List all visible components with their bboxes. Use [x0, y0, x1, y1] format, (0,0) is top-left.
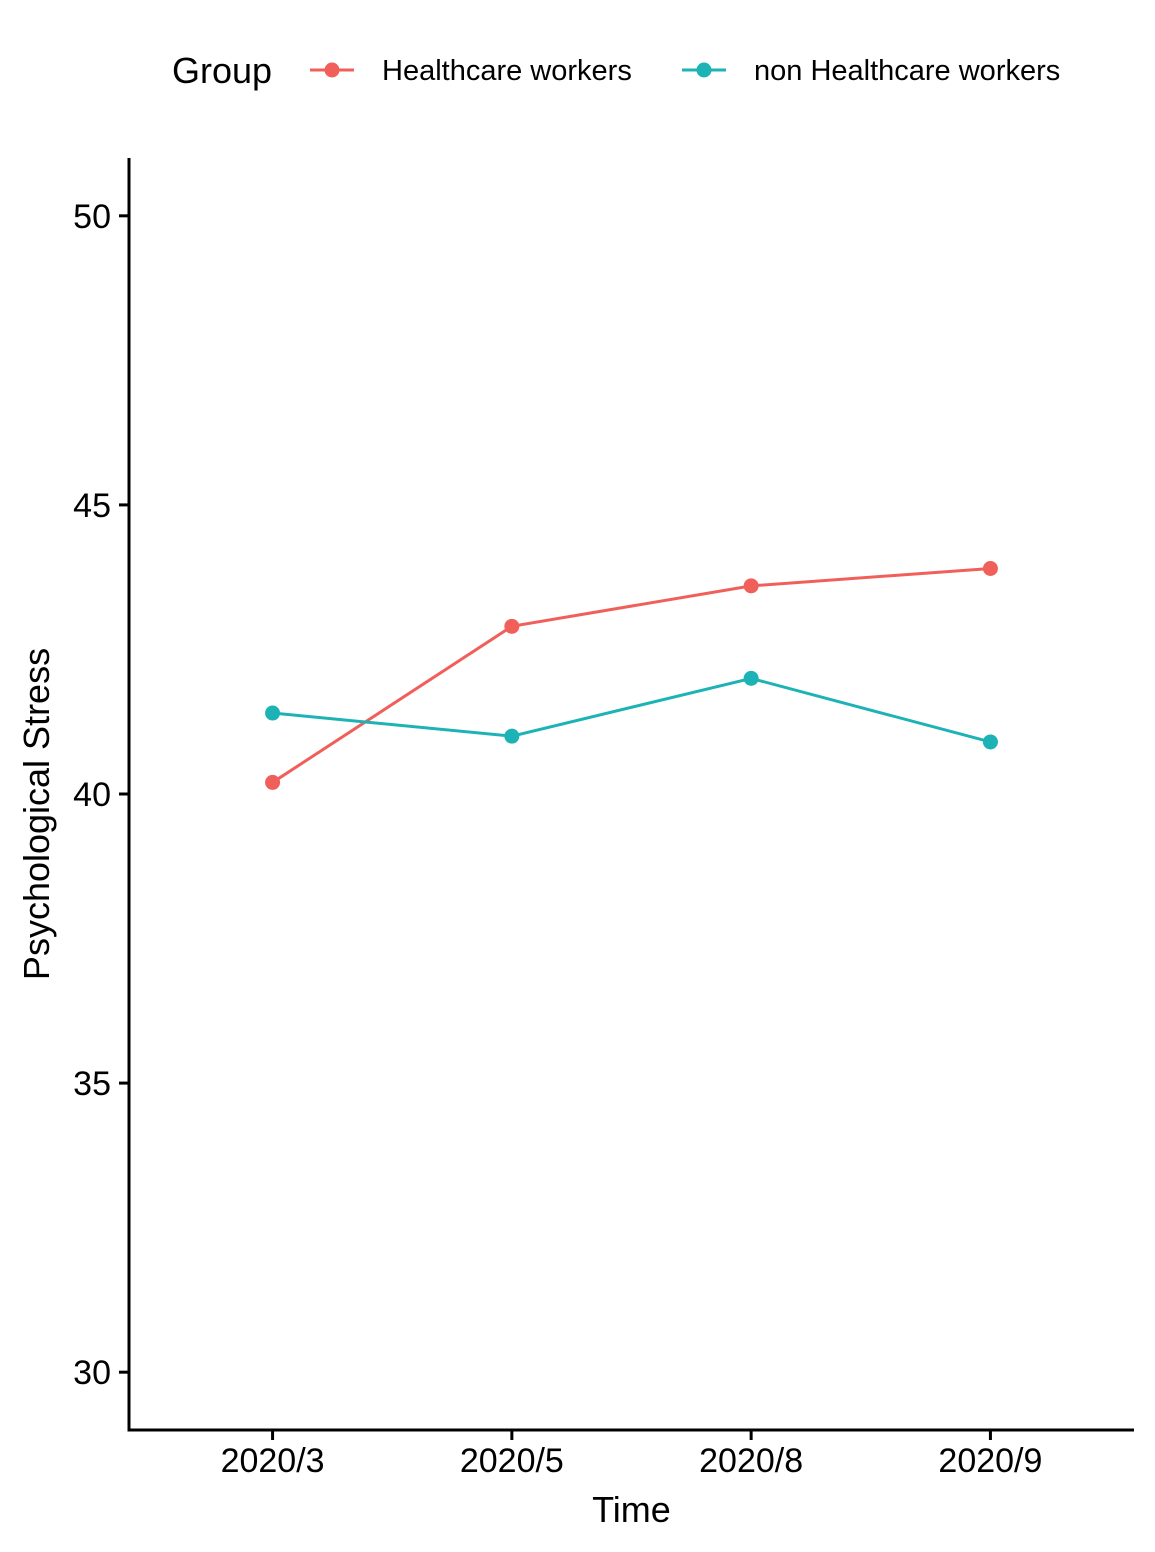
y-tick-label: 40 [73, 776, 111, 814]
legend-item: non Healthcare workers [682, 55, 1060, 87]
y-axis-ticks: 30 35 40 45 50 [73, 198, 129, 1392]
axes: 30 35 40 45 50 2020/3 2020/5 2020/8 2020/9 [73, 158, 1134, 1480]
x-tick-label: 2020/5 [460, 1442, 564, 1480]
data-point [982, 561, 998, 577]
data-point [265, 705, 281, 721]
legend-items: Healthcare workers non Healthcare workers [310, 55, 1060, 87]
x-axis-title: Time [592, 1489, 671, 1530]
series-1 [265, 670, 998, 750]
legend-label: Healthcare workers [382, 55, 632, 87]
data-point [743, 578, 759, 594]
legend-label: non Healthcare workers [754, 55, 1060, 87]
legend-key-point [324, 62, 340, 78]
y-tick-label: 50 [73, 198, 111, 236]
y-tick-label: 45 [73, 487, 111, 525]
data-point [265, 774, 281, 790]
x-tick-label: 2020/3 [221, 1442, 325, 1480]
legend-key-point [696, 62, 712, 78]
series-layer [265, 561, 998, 790]
x-axis-ticks: 2020/3 2020/5 2020/8 2020/9 [221, 1430, 1042, 1480]
legend: Group Healthcare workers non Healthcare w… [172, 50, 1060, 91]
y-tick-label: 35 [73, 1065, 111, 1103]
y-axis-title: Psychological Stress [16, 648, 57, 980]
series-0 [265, 561, 998, 790]
x-tick-label: 2020/8 [699, 1442, 803, 1480]
data-point [504, 728, 520, 744]
y-tick-label: 30 [73, 1354, 111, 1392]
data-point [743, 670, 759, 686]
legend-item: Healthcare workers [310, 55, 632, 87]
legend-title: Group [172, 50, 272, 91]
series-line [272, 676, 991, 744]
data-point [504, 618, 520, 634]
data-point [982, 734, 998, 750]
x-tick-label: 2020/9 [938, 1442, 1042, 1480]
series-line [271, 567, 991, 784]
